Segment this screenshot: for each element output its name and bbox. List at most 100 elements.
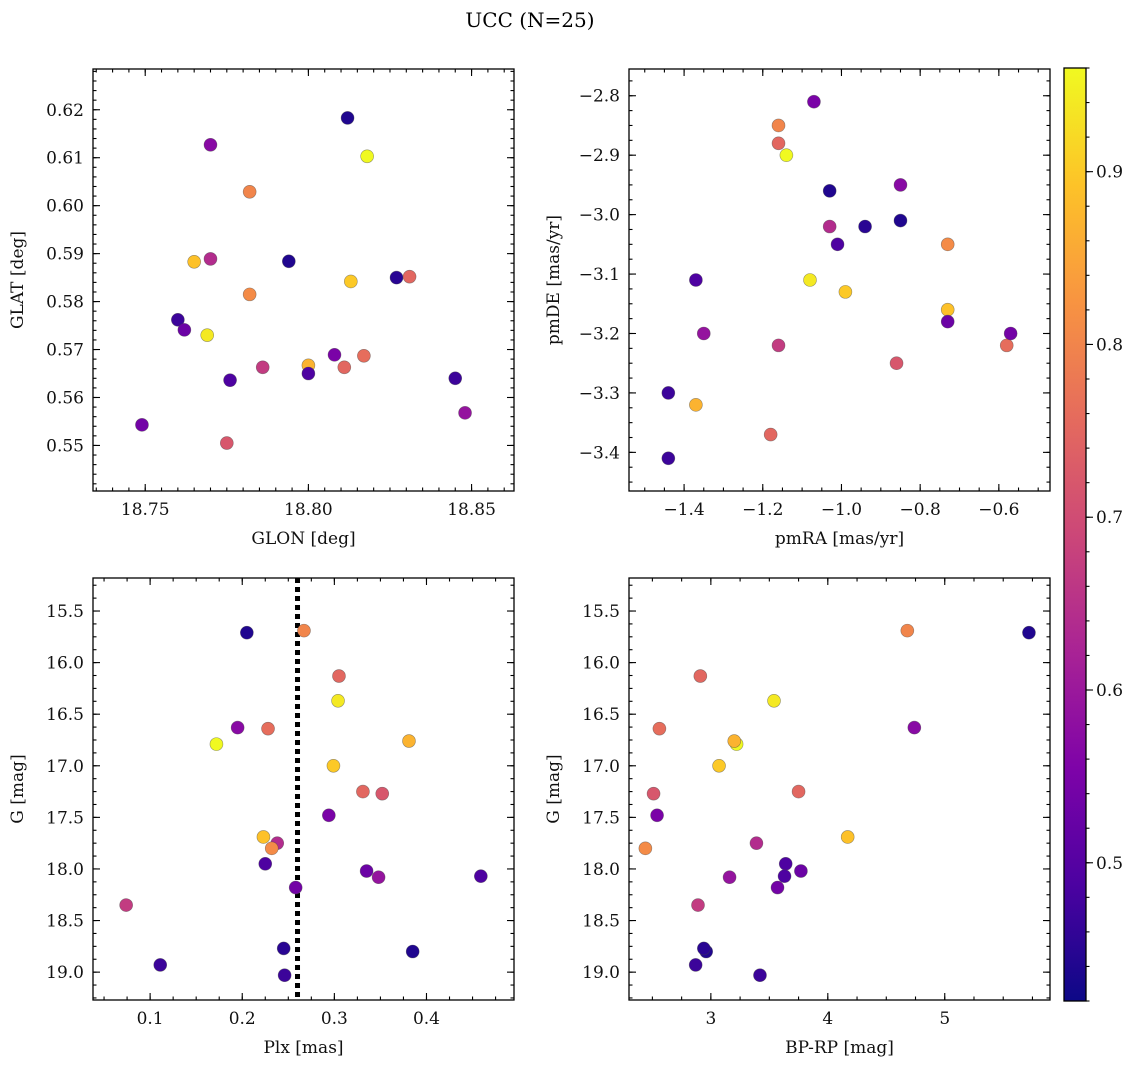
x-tick-label: 18.75 bbox=[121, 500, 170, 520]
x-tick-label: 18.80 bbox=[284, 500, 333, 520]
scatter-point bbox=[331, 693, 345, 708]
x-tick-label: 0.2 bbox=[229, 1009, 256, 1029]
scatter-point bbox=[840, 830, 855, 844]
colorbar-tick-label: 0.6 bbox=[1096, 681, 1123, 701]
scatter-point bbox=[220, 436, 234, 450]
scatter-point bbox=[767, 693, 781, 708]
scatter-point bbox=[230, 720, 245, 735]
y-tick-label: 15.5 bbox=[582, 602, 620, 622]
x-axis-label: Plx [mas] bbox=[263, 1038, 343, 1058]
y-tick-label: −2.8 bbox=[579, 87, 620, 107]
scatter-point bbox=[822, 184, 837, 198]
scatter-point bbox=[402, 734, 416, 748]
scatter-point bbox=[1022, 625, 1036, 640]
colorbar: 0.5 0.6 0.7 0.8 0.9 bbox=[1063, 67, 1123, 1002]
scatter-point bbox=[371, 870, 386, 885]
scatter-point bbox=[474, 869, 488, 883]
scatter-point bbox=[940, 237, 955, 252]
axes-frame bbox=[92, 68, 515, 492]
y-axis-label: G [mag] bbox=[544, 754, 564, 823]
y-tick-label: −3.0 bbox=[579, 206, 620, 226]
scatter-point bbox=[646, 786, 661, 801]
scatter-point bbox=[359, 864, 374, 878]
scatter-point bbox=[791, 784, 806, 799]
y-tick-label: −3.1 bbox=[579, 265, 620, 285]
scatter-point bbox=[242, 184, 257, 199]
scatter-point bbox=[389, 270, 404, 285]
y-axis-label: pmDE [mas/yr] bbox=[544, 215, 564, 345]
x-axis-label: pmRA [mas/yr] bbox=[775, 529, 904, 549]
scatter-point bbox=[794, 864, 808, 878]
y-tick-label: −3.3 bbox=[579, 384, 620, 404]
scatter-point bbox=[332, 669, 346, 683]
scatter-point bbox=[326, 758, 341, 773]
y-tick-label: 0.59 bbox=[46, 245, 84, 265]
y-tick-label: 18.5 bbox=[46, 912, 84, 932]
scatter-point bbox=[712, 758, 726, 773]
axes-frame bbox=[628, 68, 1051, 492]
x-tick-label: −1.2 bbox=[742, 500, 783, 520]
y-tick-label: 18.0 bbox=[582, 860, 620, 880]
y-tick-label: 16.5 bbox=[582, 705, 620, 725]
scatter-point bbox=[119, 898, 133, 912]
panels: 18.75 18.80 18.85 0.55 0.56 0.57 0.58 0.59 0.60 0… bbox=[8, 68, 1051, 1058]
scatter-point bbox=[893, 213, 908, 228]
scatter-point bbox=[777, 869, 792, 883]
scatter-point bbox=[1003, 326, 1018, 341]
scatter-point bbox=[258, 857, 273, 871]
y-tick-label: 15.5 bbox=[46, 602, 84, 622]
scatter-point bbox=[242, 287, 257, 302]
axes-frame bbox=[92, 577, 515, 1001]
scatter-point bbox=[689, 398, 703, 412]
panel-plx-g: 0.1 0.2 0.3 0.4 15.5 16.0 16.5 17.0 17.5 18.0 18.5… bbox=[8, 577, 515, 1058]
scatter-point bbox=[282, 254, 296, 269]
scatter-point bbox=[357, 348, 371, 363]
y-tick-label: 17.5 bbox=[46, 808, 84, 828]
scatter-point bbox=[209, 737, 224, 751]
x-tick-label: 4 bbox=[822, 1009, 833, 1029]
scatter-point bbox=[807, 94, 821, 109]
scatter-point bbox=[288, 880, 303, 895]
scatter-point bbox=[940, 302, 955, 317]
scatter-point bbox=[661, 386, 676, 400]
scatter-point bbox=[753, 968, 767, 983]
y-axis-label: GLAT [deg] bbox=[8, 231, 28, 329]
scatter-point bbox=[778, 857, 793, 871]
scatter-point bbox=[838, 285, 853, 299]
y-tick-label: 16.5 bbox=[46, 705, 84, 725]
y-tick-label: 0.56 bbox=[46, 388, 84, 408]
scatter-point bbox=[691, 898, 705, 912]
x-tick-label: 5 bbox=[939, 1009, 950, 1029]
colorbar-gradient bbox=[1064, 68, 1086, 1001]
scatter-point bbox=[771, 118, 786, 133]
scatter-point bbox=[458, 406, 472, 420]
scatter-point bbox=[638, 841, 653, 856]
scatter-point bbox=[830, 237, 845, 252]
y-tick-label: 17.0 bbox=[46, 757, 84, 777]
scatter-point bbox=[448, 371, 463, 386]
scatter-point bbox=[907, 720, 922, 735]
y-tick-label: 0.55 bbox=[46, 436, 84, 456]
y-tick-label: −3.2 bbox=[579, 324, 620, 344]
scatter-point bbox=[779, 148, 794, 162]
x-tick-label: 0.4 bbox=[413, 1009, 440, 1029]
scatter-point bbox=[261, 721, 275, 736]
scatter-point bbox=[200, 328, 215, 342]
colorbar-tick-label: 0.8 bbox=[1096, 335, 1123, 355]
y-tick-label: −2.9 bbox=[579, 146, 620, 166]
scatter-point bbox=[375, 786, 390, 801]
y-tick-label: 16.0 bbox=[46, 654, 84, 674]
y-tick-label: 17.0 bbox=[582, 757, 620, 777]
x-tick-label: 0.1 bbox=[137, 1009, 164, 1029]
scatter-point bbox=[322, 808, 336, 823]
scatter-point bbox=[356, 784, 370, 799]
scatter-point bbox=[749, 836, 764, 850]
scatter-point bbox=[689, 273, 703, 287]
x-tick-label: 18.85 bbox=[447, 500, 496, 520]
scatter-point bbox=[255, 360, 270, 375]
scatter-point bbox=[264, 841, 279, 856]
colorbar-tick-label: 0.5 bbox=[1096, 854, 1123, 874]
scatter-point bbox=[337, 360, 352, 375]
scatter-point bbox=[203, 137, 218, 152]
